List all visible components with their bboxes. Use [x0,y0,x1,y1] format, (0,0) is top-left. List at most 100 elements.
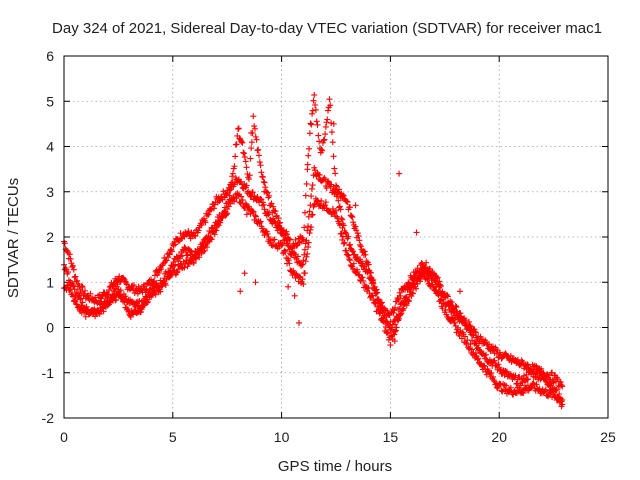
track-1-point [106,287,113,294]
x-tick-label: 15 [383,429,399,445]
track-3-point [229,173,236,180]
y-tick-label: 0 [46,320,54,336]
track-2-point [311,201,318,208]
track-1-point [346,241,353,248]
track-3-point [538,365,545,372]
track-3-point [457,313,464,320]
track-2-point [301,270,308,277]
track-3-point [447,300,454,307]
track-1-point [123,280,130,287]
track-1-point [243,182,250,189]
track-2-point [252,213,259,220]
track-2-point [549,388,556,395]
track-2-point [474,356,481,363]
track-1-point [192,233,199,240]
track-1-point [302,240,309,247]
y-tick-label: 4 [46,139,54,155]
scattered-points-point [304,161,311,168]
track-1-point [384,307,391,314]
track-3-point [493,350,500,357]
track-3-point [216,219,223,226]
track-3-point [403,294,410,301]
track-3-point [348,213,355,220]
track-2-point [271,236,278,243]
track-1-point [434,274,441,281]
track-2-point [350,260,357,267]
track-2-point [451,319,458,326]
track-3-point [356,237,363,244]
track-3-point [343,198,350,205]
track-3-point [217,219,224,226]
track-1-point [202,219,209,226]
track-2-point [355,271,362,278]
track-1-point [123,281,130,288]
track-1-point [495,361,502,368]
track-3-point [352,223,359,230]
track-1-point [71,274,78,281]
track-3-point [322,123,329,130]
track-1-point [392,304,399,311]
track-2-point [303,253,310,260]
track-3-point [392,321,399,328]
track-2-point [315,198,322,205]
track-1-point [169,248,176,255]
track-1-point [350,248,357,255]
track-1-point [298,261,305,268]
track-2-point [354,268,361,275]
track-3-point [312,102,319,109]
track-3-point [242,158,249,165]
track-3-point [436,284,443,291]
track-2-point [79,299,86,306]
track-2-point [130,311,137,318]
track-2-point [334,215,341,222]
track-3-point [241,154,248,161]
track-3-point [122,293,129,300]
track-2-point [333,207,339,214]
track-3-point [301,209,308,216]
track-1-point [166,251,173,258]
track-3-point [270,203,277,210]
scattered-points-point [243,211,250,218]
track-2-point [304,250,311,257]
track-3-point [367,269,374,276]
track-2-point [278,242,285,249]
track-3-point [152,291,159,298]
track-3-point [192,255,199,262]
track-1-point [172,241,179,248]
track-1-point [553,386,560,393]
track-3-point [377,303,384,310]
track-3-point [254,147,261,154]
track-3-point [213,227,220,234]
x-tick-label: 5 [169,429,177,445]
data-points [61,91,566,410]
track-1-point [66,251,73,258]
track-3-point [228,179,235,186]
scattered-points-point [248,129,255,136]
chart-title: Day 324 of 2021, Sidereal Day-to-day VTE… [52,20,602,37]
track-3-point [376,299,383,306]
track-2-point [533,381,540,388]
track-3-point [67,286,74,293]
track-3-point [235,125,242,132]
track-3-point [557,379,564,386]
track-1-point [444,293,451,300]
track-1-point [512,372,519,379]
track-3-point [275,215,282,222]
track-3-point [284,231,291,238]
track-3-point [346,204,353,211]
track-3-point [313,118,320,125]
scattered-points-point [291,292,298,299]
track-1-point [198,221,205,228]
track-2-point [387,342,394,349]
track-3-point [400,301,407,308]
track-2-point [235,192,242,199]
track-3-point [247,155,254,162]
scattered-points-point [457,288,464,295]
track-2-point [472,350,479,357]
track-2-point [329,205,336,212]
track-3-point [472,329,479,336]
track-2-point [393,324,400,331]
track-3-point [388,326,395,333]
track-3-point [268,200,275,207]
track-3-point [173,269,180,276]
